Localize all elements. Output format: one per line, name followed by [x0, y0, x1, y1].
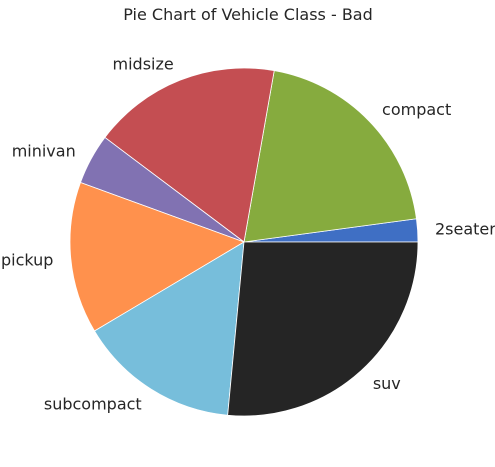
pie-label-minivan: minivan [12, 141, 76, 160]
pie-label-pickup: pickup [1, 250, 53, 269]
pie-label-subcompact: subcompact [44, 394, 142, 413]
pie-label-midsize: midsize [113, 54, 174, 73]
pie-label-suv: suv [373, 374, 401, 393]
pie-slices [70, 68, 418, 416]
chart-title: Pie Chart of Vehicle Class - Bad [123, 5, 373, 24]
pie-label-compact: compact [382, 100, 451, 119]
pie-label-2seater: 2seater [435, 220, 495, 239]
